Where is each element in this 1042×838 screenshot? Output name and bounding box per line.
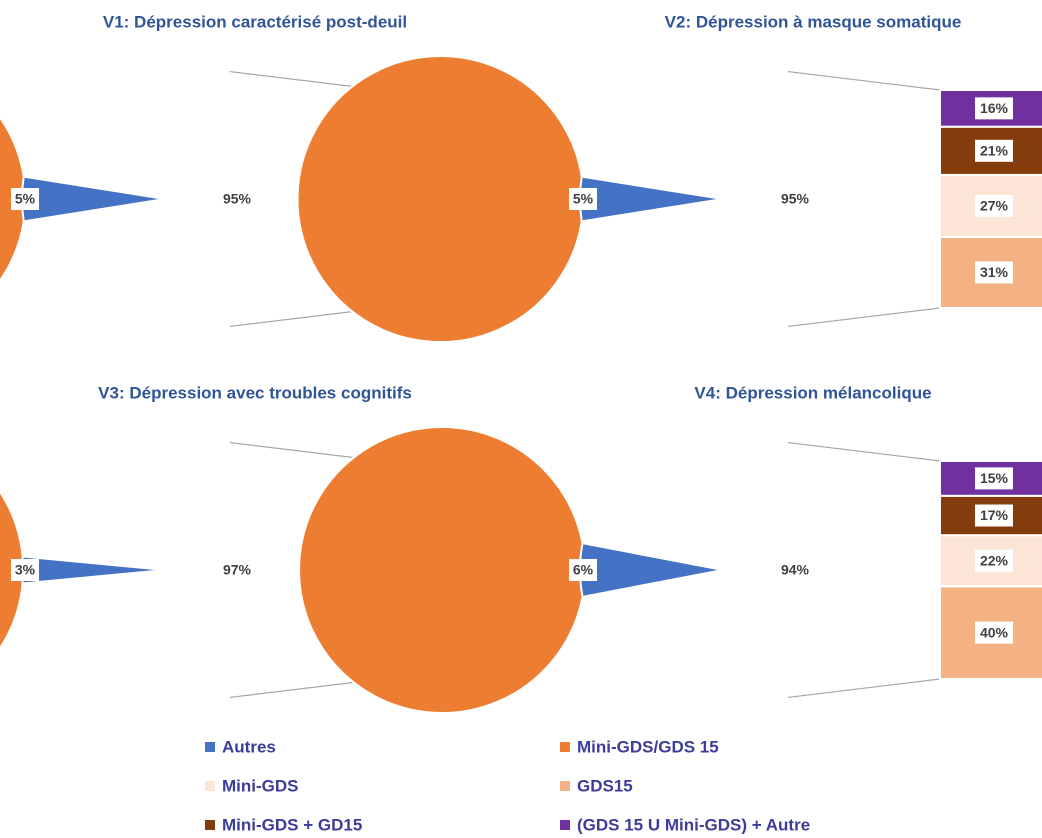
pie-slice: [21, 175, 166, 223]
legend-swatch: [560, 742, 570, 752]
label-box: [975, 549, 1013, 572]
pie-slice: [21, 555, 166, 585]
label-box: [975, 139, 1013, 162]
label-box: [776, 188, 814, 210]
data-label: 94%: [781, 562, 810, 578]
legend-label: Autres: [222, 737, 276, 756]
connector: [787, 678, 941, 699]
label-box: [218, 559, 256, 581]
label-box: [11, 559, 39, 581]
label-box: [975, 261, 1013, 284]
legend-label: Mini-GDS + GD15: [222, 815, 362, 834]
data-label: 27%: [980, 198, 1009, 214]
bar-segment: [939, 125, 1042, 176]
chart-title: V2: Dépression à masque somatique: [665, 12, 962, 31]
data-label: 16%: [980, 100, 1009, 116]
pie-slice: [298, 426, 724, 714]
data-label: 3%: [15, 562, 36, 578]
label-box: [776, 559, 814, 581]
data-label: 5%: [15, 191, 36, 207]
data-label: 31%: [980, 264, 1009, 280]
label-box: [975, 194, 1013, 217]
pie-slice: [579, 542, 724, 598]
data-label: 5%: [573, 191, 594, 207]
connector: [787, 70, 941, 91]
connector: [787, 441, 941, 462]
pie-slice: [296, 55, 724, 343]
label-box: [975, 97, 1013, 120]
chart-title: V4: Dépression mélancolique: [694, 383, 931, 402]
data-label: 97%: [223, 562, 252, 578]
label-box: [569, 188, 597, 210]
data-label: 95%: [781, 191, 810, 207]
chart-title: V3: Dépression avec troubles cognitifs: [98, 383, 412, 402]
data-label: 40%: [980, 624, 1009, 640]
legend-swatch: [205, 742, 215, 752]
connector: [787, 307, 941, 328]
data-label: 21%: [980, 143, 1009, 159]
legend-label: (GDS 15 U Mini-GDS) + Autre: [577, 815, 810, 834]
data-label: 17%: [980, 507, 1009, 523]
legend-label: Mini-GDS: [222, 776, 299, 795]
legend-label: GDS15: [577, 776, 633, 795]
label-box: [975, 621, 1013, 644]
data-label: 22%: [980, 552, 1009, 568]
pie-slice: [579, 175, 724, 223]
label-box: [975, 504, 1013, 527]
legend-swatch: [205, 820, 215, 830]
label-box: [569, 559, 597, 581]
data-label: 15%: [980, 470, 1009, 486]
data-label: 6%: [573, 562, 594, 578]
data-label: 95%: [223, 191, 252, 207]
legend-swatch: [205, 781, 215, 791]
label-box: [975, 467, 1013, 490]
label-box: [11, 188, 39, 210]
legend-swatch: [560, 820, 570, 830]
chart-title: V1: Dépression caractérisé post-deuil: [103, 12, 407, 31]
legend-label: Mini-GDS/GDS 15: [577, 737, 719, 756]
legend-swatch: [560, 781, 570, 791]
label-box: [218, 188, 256, 210]
